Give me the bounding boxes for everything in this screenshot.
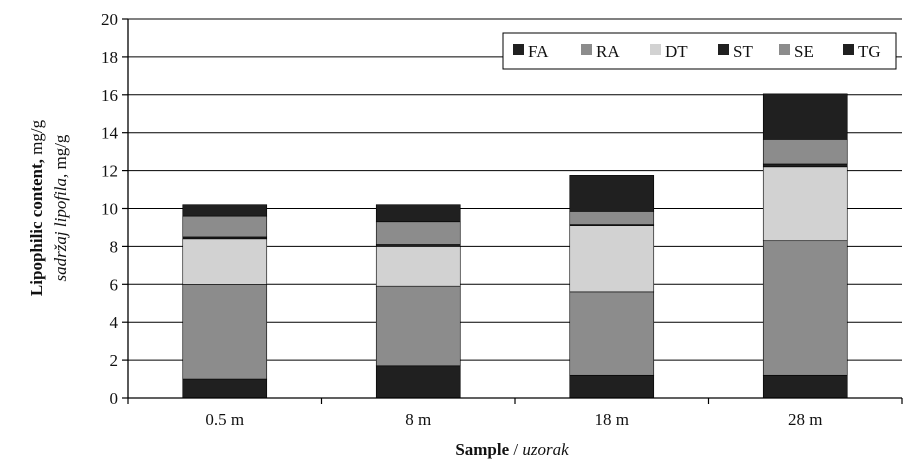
bar-segment-dt <box>762 166 848 242</box>
y-axis-title-main-text: Lipophilic content, <box>27 159 46 296</box>
legend-swatch-se <box>779 44 790 55</box>
y-tick-label: 4 <box>110 313 119 332</box>
bar-segment-se <box>182 215 268 238</box>
legend-label-dt: DT <box>665 42 688 61</box>
legend-swatch-st <box>718 44 729 55</box>
y-axis-title-sub-text: sadržaj lipofila, <box>51 174 70 282</box>
x-tick-label: 0.5 m <box>205 410 244 429</box>
y-tick-label: 14 <box>101 124 119 143</box>
y-axis-title: Lipophilic content, mg/g <box>27 119 46 296</box>
y-tick-label: 16 <box>101 86 118 105</box>
x-axis-title-sep: / <box>509 440 522 459</box>
legend-label-st: ST <box>733 42 753 61</box>
bar-segment-fa <box>375 365 461 399</box>
legend: FA RA DT ST SE TG <box>502 32 897 70</box>
x-tick-labels: 0.5 m 8 m 18 m 28 m <box>205 410 822 429</box>
legend-swatch-tg <box>843 44 854 55</box>
bar-segment-se <box>375 221 461 245</box>
bar-segment-ra <box>569 291 655 376</box>
y-axis-title-sub-unit: mg/g <box>51 134 70 174</box>
legend-label-se: SE <box>794 42 814 61</box>
y-tick-label: 20 <box>101 10 118 29</box>
bar-segment-se <box>569 211 655 225</box>
bar-segment-ra <box>375 285 461 367</box>
y-tick-label: 10 <box>101 200 118 219</box>
y-tick-label: 8 <box>110 237 119 256</box>
bar-segment-tg <box>375 204 461 223</box>
bar-segment-tg <box>569 175 655 212</box>
y-axis-title-main-unit: mg/g <box>27 119 46 159</box>
legend-swatch-fa <box>513 44 524 55</box>
bar-segment-fa <box>182 378 268 399</box>
bar-segment-dt <box>182 238 268 285</box>
bar-segment-tg <box>762 93 848 140</box>
y-tick-label: 12 <box>101 162 118 181</box>
bar-segment-fa <box>762 374 848 399</box>
y-tick-label: 6 <box>110 275 119 294</box>
legend-label-fa: FA <box>528 42 549 61</box>
bar-segment-dt <box>375 246 461 287</box>
y-tick-label: 2 <box>110 351 119 370</box>
x-tick-label: 28 m <box>788 410 822 429</box>
bar-segment-ra <box>182 283 268 380</box>
x-axis-title-sub: uzorak <box>522 440 569 459</box>
bar-segment-ra <box>762 240 848 376</box>
y-tick-label: 0 <box>110 389 119 408</box>
bar-segment-st <box>762 163 848 168</box>
x-tick-label: 18 m <box>595 410 629 429</box>
legend-swatch-ra <box>581 44 592 55</box>
bar-segment-se <box>762 139 848 165</box>
x-axis-title-main: Sample <box>455 440 509 459</box>
legend-box <box>502 32 897 70</box>
y-axis-subtitle: sadržaj lipofila, mg/g <box>51 134 70 281</box>
bar-segment-fa <box>569 374 655 399</box>
axes <box>122 18 903 404</box>
x-tick-label: 8 m <box>405 410 431 429</box>
bar-segment-tg <box>182 204 268 217</box>
y-tick-labels: 0 2 4 6 8 10 12 14 16 18 20 <box>101 10 119 408</box>
y-tick-label: 18 <box>101 48 118 67</box>
legend-label-tg: TG <box>858 42 881 61</box>
y-axis-title-sub: sadržaj lipofila, mg/g <box>51 134 70 281</box>
bar-segment-dt <box>569 225 655 293</box>
x-axis-title: Sample / uzorak <box>455 440 569 459</box>
legend-swatch-dt <box>650 44 661 55</box>
legend-label-ra: RA <box>596 42 620 61</box>
legend-items: FA RA DT ST SE TG <box>513 42 881 61</box>
y-axis-title-main: Lipophilic content, mg/g <box>27 119 46 296</box>
bars <box>182 93 848 399</box>
